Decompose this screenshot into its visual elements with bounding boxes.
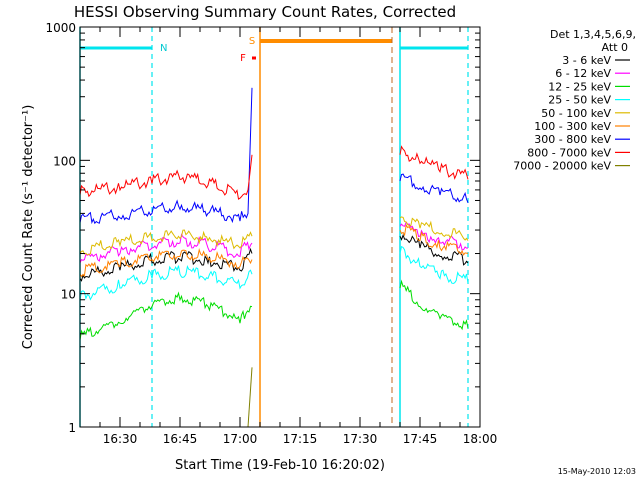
night-label: N bbox=[160, 43, 167, 54]
x-tick-label: 16:45 bbox=[163, 432, 198, 446]
series-line bbox=[79, 87, 253, 225]
series-line bbox=[79, 291, 253, 340]
series-line bbox=[399, 279, 469, 331]
flare-label: F bbox=[240, 53, 246, 64]
legend-label: 300 - 800 keV bbox=[534, 133, 611, 146]
y-tick-label: 10 bbox=[61, 288, 76, 302]
x-tick-label: 17:00 bbox=[223, 432, 258, 446]
series-line bbox=[399, 245, 469, 285]
x-tick-label: 17:15 bbox=[283, 432, 318, 446]
legend-label: 25 - 50 keV bbox=[548, 94, 611, 107]
legend-title-line1: Det 1,3,4,5,6,9, bbox=[550, 28, 636, 41]
x-tick-label: 17:30 bbox=[343, 432, 378, 446]
series-line bbox=[79, 248, 253, 278]
timestamp: 15-May-2010 12:03 bbox=[558, 467, 636, 476]
series-line bbox=[79, 264, 253, 301]
legend-label: 100 - 300 keV bbox=[534, 120, 611, 133]
series-line bbox=[399, 221, 469, 251]
series-line bbox=[79, 233, 253, 264]
legend-label: 7000 - 20000 keV bbox=[513, 160, 611, 173]
legend-label: 6 - 12 keV bbox=[555, 67, 611, 80]
x-tick-label: 18:00 bbox=[463, 432, 498, 446]
series-line bbox=[399, 173, 469, 203]
series-line bbox=[79, 154, 253, 200]
series-line bbox=[399, 223, 469, 256]
legend-label: 800 - 7000 keV bbox=[527, 146, 611, 159]
saa-label: S bbox=[249, 36, 255, 47]
legend-title-line2: Att 0 bbox=[602, 41, 628, 54]
series-line bbox=[79, 247, 253, 282]
x-tick-label: 17:45 bbox=[403, 432, 438, 446]
y-tick-label: 100 bbox=[53, 154, 76, 168]
series-line bbox=[399, 233, 469, 266]
series-line bbox=[79, 229, 253, 256]
chart-title: HESSI Observing Summary Count Rates, Cor… bbox=[74, 3, 456, 21]
y-tick-label: 1000 bbox=[45, 21, 76, 35]
y-axis-label: Corrected Count Rate (s⁻¹ detector⁻¹) bbox=[21, 105, 36, 350]
x-tick-label: 16:30 bbox=[103, 432, 138, 446]
legend-label: 3 - 6 keV bbox=[562, 54, 611, 67]
series-line bbox=[399, 216, 469, 241]
series-line bbox=[247, 367, 253, 428]
legend-label: 12 - 25 keV bbox=[548, 80, 611, 93]
series-line bbox=[399, 145, 469, 180]
y-tick-label: 1 bbox=[68, 421, 76, 435]
legend-label: 50 - 100 keV bbox=[541, 107, 611, 120]
x-axis-label: Start Time (19-Feb-10 16:20:02) bbox=[175, 458, 385, 473]
